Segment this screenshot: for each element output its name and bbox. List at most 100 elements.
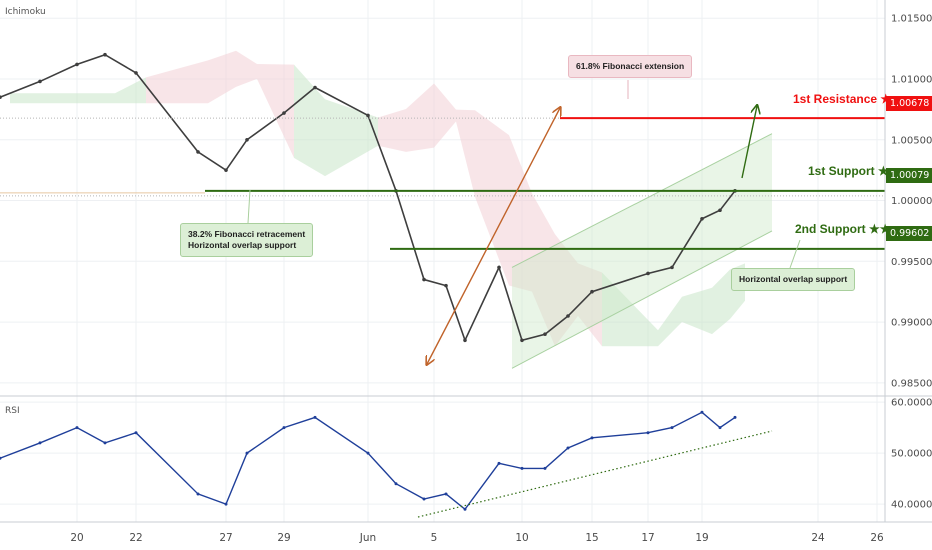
cloud-segment <box>146 60 208 104</box>
rsi-point <box>75 426 79 430</box>
y-tick-label: 1.00500 <box>891 135 932 146</box>
price-point <box>700 216 704 221</box>
fibonacci-projection-arrow <box>427 108 560 364</box>
y-tick-label: 1.01000 <box>891 75 932 86</box>
y-tick-label: 0.99000 <box>891 318 932 329</box>
level-label-2nd-support: 2nd Support ★★ <box>795 222 891 236</box>
price-point <box>0 95 2 100</box>
annotation-fibonacci-retracement: 38.2% Fibonacci retracement Horizontal o… <box>180 223 314 257</box>
rsi-point <box>566 446 570 450</box>
rsi-point <box>646 431 650 435</box>
cloud-segment <box>294 64 325 177</box>
cloud-segment <box>10 93 50 104</box>
channel-fill <box>512 133 772 369</box>
rsi-point <box>134 431 138 435</box>
rsi-point <box>670 426 674 430</box>
cloud-segment <box>378 109 406 152</box>
price-point <box>313 85 317 90</box>
rsi-point <box>224 502 228 506</box>
x-tick-label: 19 <box>695 532 708 544</box>
projection-arrows <box>247 80 801 364</box>
price-point <box>75 62 79 67</box>
breakout-arrow <box>741 106 757 179</box>
x-tick-label: 15 <box>585 532 598 544</box>
rsi-point <box>463 507 467 511</box>
cloud-segment <box>602 272 658 347</box>
cloud-segment <box>682 287 712 335</box>
price-point <box>196 150 200 154</box>
price-point <box>566 314 570 318</box>
rsi-point <box>38 441 42 445</box>
price-point <box>245 137 249 142</box>
rsi-point <box>497 461 501 465</box>
x-tick-label: 26 <box>870 532 884 544</box>
annotation-line: Horizontal overlap support <box>188 240 297 250</box>
cloud-segment <box>712 269 730 335</box>
rsi-point <box>520 466 524 470</box>
indicator-label-ichimoku: Ichimoku <box>5 7 46 17</box>
rsi-point <box>245 451 249 455</box>
rsi-point <box>733 415 737 419</box>
price-point <box>103 52 107 57</box>
price-point <box>38 79 42 84</box>
indicator-label-rsi: RSI <box>5 406 20 416</box>
price-tag-2nd-support: 0.99602 <box>886 226 932 241</box>
rsi-point <box>282 426 286 430</box>
rsi-trendline <box>417 430 773 518</box>
price-point <box>497 265 501 270</box>
rsi-point <box>422 497 426 501</box>
x-tick-label: Jun <box>359 532 376 544</box>
cloud-segment <box>115 77 146 104</box>
price-point <box>670 265 674 270</box>
cloud-segment <box>658 296 682 347</box>
x-tick-label: 10 <box>515 532 528 544</box>
price-point <box>463 338 467 343</box>
price-point <box>646 271 650 276</box>
cloud-segment <box>208 50 236 104</box>
rsi-point <box>313 415 317 419</box>
y-tick-label: 0.98500 <box>891 378 932 389</box>
price-tag-1st-support: 1.00079 <box>886 168 932 183</box>
price-tag-1st-resistance: 1.00678 <box>886 96 932 111</box>
price-point <box>366 113 370 118</box>
x-tick-label: 27 <box>219 532 232 544</box>
rsi-point <box>444 492 448 496</box>
price-point <box>543 332 547 337</box>
price-point <box>134 71 138 75</box>
rsi-point <box>103 441 107 445</box>
y-tick-label: 0.99500 <box>891 257 932 268</box>
cloud-segment <box>236 50 257 87</box>
x-tick-label: 20 <box>70 532 83 544</box>
rsi-tick-label: 60.0000 <box>891 398 932 409</box>
rsi-point <box>196 492 200 496</box>
price-point <box>718 208 722 213</box>
y-tick-label: 1.01500 <box>891 14 932 25</box>
y-tick-label: 1.00000 <box>891 196 932 207</box>
x-tick-label: 24 <box>811 532 825 544</box>
cloud-segment <box>325 99 378 177</box>
price-point <box>590 289 594 294</box>
callout-connector <box>247 189 251 224</box>
x-tick-label: 5 <box>431 532 438 544</box>
level-label-1st-support: 1st Support ★ <box>808 164 889 178</box>
price-point <box>422 277 426 282</box>
price-point <box>444 283 448 288</box>
cloud-segment <box>257 64 294 158</box>
annotation-horizontal-overlap: Horizontal overlap support <box>731 268 856 291</box>
rsi-point <box>700 410 704 414</box>
annotation-line: 38.2% Fibonacci retracement <box>188 229 306 239</box>
rsi-point <box>366 451 370 455</box>
annotation-fibonacci-extension: 61.8% Fibonacci extension <box>568 55 693 78</box>
cloud-segment <box>50 93 87 104</box>
rsi-point <box>0 456 2 460</box>
rsi-point <box>543 466 547 470</box>
x-tick-label: 22 <box>129 532 142 544</box>
rsi-point <box>718 426 722 430</box>
callout-connector <box>789 239 801 269</box>
cloud-segment <box>87 93 115 104</box>
rsi-point <box>590 436 594 440</box>
level-label-1st-resistance: 1st Resistance ★ <box>793 92 892 106</box>
price-point <box>282 111 286 115</box>
